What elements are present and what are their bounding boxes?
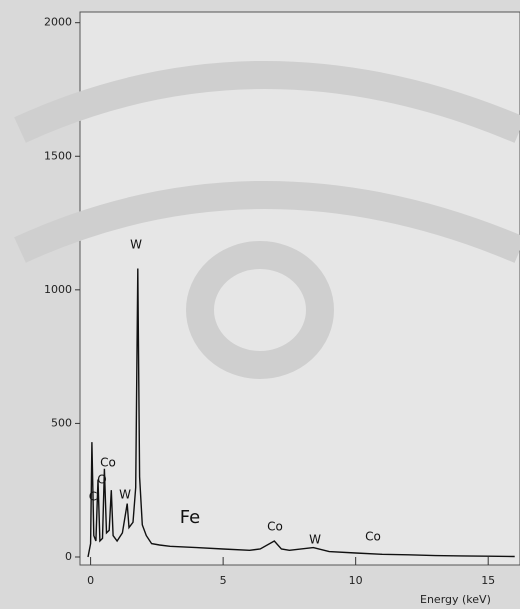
peak-label: O	[97, 473, 106, 487]
x-tick-label: 0	[87, 574, 94, 587]
peak-label: C	[89, 490, 97, 504]
peak-label: Co	[100, 456, 116, 470]
peak-label: W	[130, 238, 142, 252]
peak-label: Fe	[180, 507, 200, 528]
page: {"chart_data": {"type": "line", "x_label…	[0, 0, 520, 609]
peak-label: Co	[267, 520, 283, 534]
y-tick-label: 2000	[44, 16, 72, 29]
y-tick-label: 500	[51, 416, 72, 429]
peak-label: Co	[365, 530, 381, 544]
y-tick-label: 1500	[44, 149, 72, 162]
chart: Energy (keV) 0 500 1000 1500 2000 0 5 10 15 CO Co W…	[0, 0, 520, 609]
x-tick-label: 15	[481, 574, 495, 587]
x-axis-label: Energy (keV)	[420, 593, 491, 606]
y-tick-label: 0	[65, 550, 72, 563]
x-tick-label: 10	[349, 574, 363, 587]
peak-label: W	[119, 488, 131, 502]
peak-label: W	[309, 533, 321, 547]
x-tick-label: 5	[220, 574, 227, 587]
y-tick-label: 1000	[44, 283, 72, 296]
